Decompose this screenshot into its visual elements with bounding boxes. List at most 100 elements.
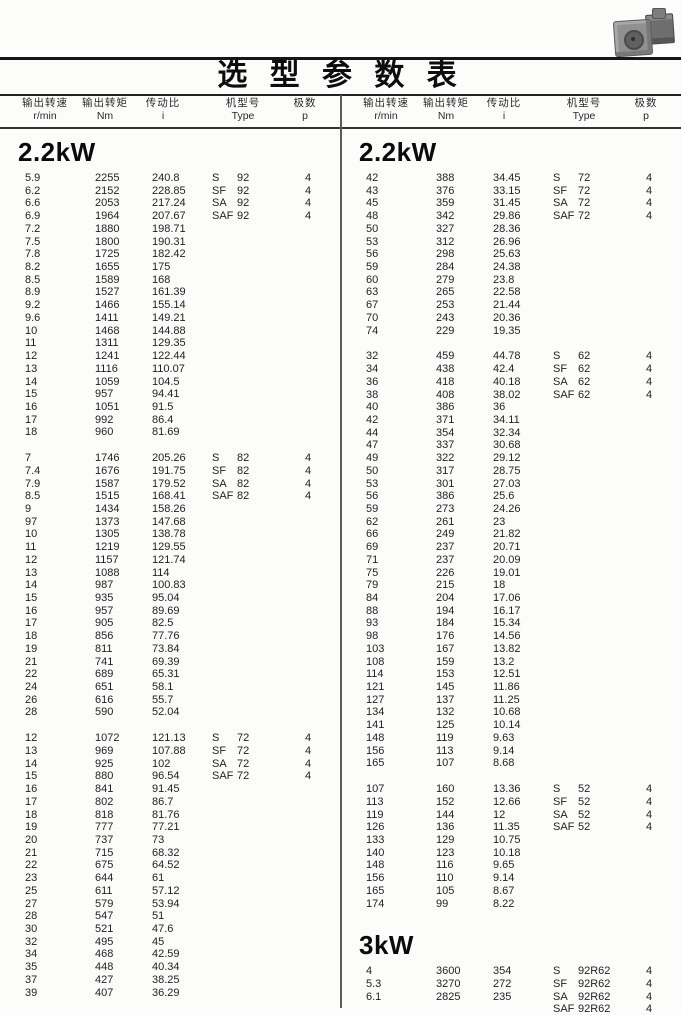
cell-torque: 737 (95, 833, 114, 846)
column-headers-left: 输出转速 r/min 输出转矩 Nm 传动比 i 机型号 Type 极数 p (0, 97, 340, 127)
cell-torque: 1157 (95, 553, 119, 566)
cell-poles (646, 503, 681, 516)
cell-type (212, 567, 237, 580)
cell-speed: 9.6 (25, 311, 41, 324)
cell-ratio: 272 (493, 977, 512, 990)
cell-speed: 50 (366, 222, 379, 235)
cell-ratio: 191.75 (152, 464, 186, 477)
table-row: 174 99 8.22 (341, 898, 681, 911)
cell-torque: 386 (436, 401, 455, 414)
cell-torque: 841 (95, 783, 114, 796)
cell-type: SAF (553, 821, 575, 834)
cell-torque: 1587 (95, 477, 120, 490)
table-row: 14 987 100.83 (0, 579, 340, 592)
cell-torque: 521 (95, 922, 114, 935)
cell-torque: 1676 (95, 464, 120, 477)
cell-speed: 19 (25, 642, 38, 655)
cell-poles (305, 821, 340, 834)
cell-type (553, 859, 578, 872)
section-heading: 2.2kW (18, 137, 96, 167)
page-title: 选 型 参 数 表 (217, 59, 464, 92)
cell-speed: 148 (366, 731, 385, 744)
cell-poles (305, 223, 340, 236)
cell-speed: 7.9 (25, 477, 41, 490)
cell-ratio: 91.45 (152, 783, 180, 796)
cell-type (212, 516, 237, 529)
cell-speed: 17 (25, 413, 38, 426)
cell-ratio: 19.01 (493, 566, 521, 579)
cell-poles (646, 274, 681, 287)
cell-speed: 27 (25, 897, 38, 910)
cell-torque: 925 (95, 757, 114, 770)
cell-type (212, 299, 237, 312)
table-row: 25 611 57.12 (0, 885, 340, 898)
cell-speed: 30 (25, 922, 38, 935)
cell-type-size (237, 414, 305, 427)
cell-type (212, 987, 237, 1000)
cell-torque: 359 (436, 197, 455, 210)
column-header-p: 极数 p (293, 97, 317, 122)
cell-speed: 103 (366, 642, 385, 655)
table-row: 6.1 2825 235 SA 92R62 4 (341, 991, 681, 1004)
data-column-right: 2.2kW 42 388 34.45 S 72 4 43 376 33.15 SF 72 4 45 359 3… (341, 130, 681, 1015)
cell-type (212, 668, 237, 681)
cell-poles (305, 274, 340, 287)
column-header-Type: 机型号 Type (225, 97, 261, 122)
cell-poles: 4 (646, 197, 653, 210)
cell-poles (646, 248, 681, 261)
cell-type (553, 847, 578, 860)
cell-speed: 113 (366, 795, 384, 808)
cell-poles: 4 (646, 210, 653, 223)
cell-speed: 22 (25, 859, 38, 872)
cell-type-size (578, 732, 646, 745)
table-row: 6.9 1964 207.67 SAF 92 4 (0, 210, 340, 223)
cell-type (553, 465, 578, 478)
cell-poles (646, 706, 681, 719)
table-row: 12 1157 121.74 (0, 554, 340, 567)
cell-speed: 18 (25, 426, 38, 439)
cell-type-size (237, 567, 305, 580)
table-row: 36 418 40.18 SA 62 4 (341, 376, 681, 389)
cell-ratio: 19.35 (493, 324, 521, 337)
cell-ratio: 65.31 (152, 668, 180, 681)
cell-type-size: 72 (237, 744, 250, 757)
cell-torque: 119 (436, 731, 454, 744)
cell-torque: 675 (95, 859, 114, 872)
cell-poles (305, 554, 340, 567)
cell-type: SAF (212, 490, 234, 503)
cell-ratio: 96.54 (152, 770, 180, 783)
cell-type-size (237, 885, 305, 898)
cell-poles (646, 490, 681, 503)
cell-torque: 1411 (95, 311, 119, 324)
table-row: 7.5 1800 190.31 (0, 236, 340, 249)
cell-ratio: 121.13 (152, 732, 186, 745)
cell-type: SA (553, 375, 568, 388)
cell-poles: 4 (646, 1003, 653, 1015)
cell-type (553, 617, 578, 630)
table-row: 133 129 10.75 (341, 834, 681, 847)
cell-torque: 1589 (95, 273, 120, 286)
table-row: 28 590 52.04 (0, 706, 340, 719)
cell-type-size: 82 (237, 464, 250, 477)
cell-torque: 1527 (95, 286, 120, 299)
cell-type (212, 541, 237, 554)
cell-poles: 4 (646, 990, 653, 1003)
cell-speed: 7.5 (25, 235, 41, 248)
table-row: 18 960 81.69 (0, 426, 340, 439)
cell-speed: 69 (366, 541, 379, 554)
cell-poles (305, 236, 340, 249)
cell-type (212, 847, 237, 860)
cell-type-size (237, 961, 305, 974)
table-row: 45 359 31.45 SA 72 4 (341, 197, 681, 210)
cell-poles (646, 630, 681, 643)
cell-speed: 56 (366, 248, 379, 261)
cell-poles (646, 898, 681, 911)
cell-speed: 108 (366, 655, 385, 668)
cell-ratio: 235 (493, 990, 512, 1003)
table-row: 8.2 1655 175 (0, 261, 340, 274)
data-block: 32 459 44.78 S 62 4 34 438 42.4 SF 62 4 36 418 40.18 SA… (341, 350, 681, 770)
cell-type (212, 337, 237, 350)
cell-poles: 4 (305, 184, 312, 197)
cell-type (212, 809, 237, 822)
cell-speed: 25 (25, 884, 38, 897)
